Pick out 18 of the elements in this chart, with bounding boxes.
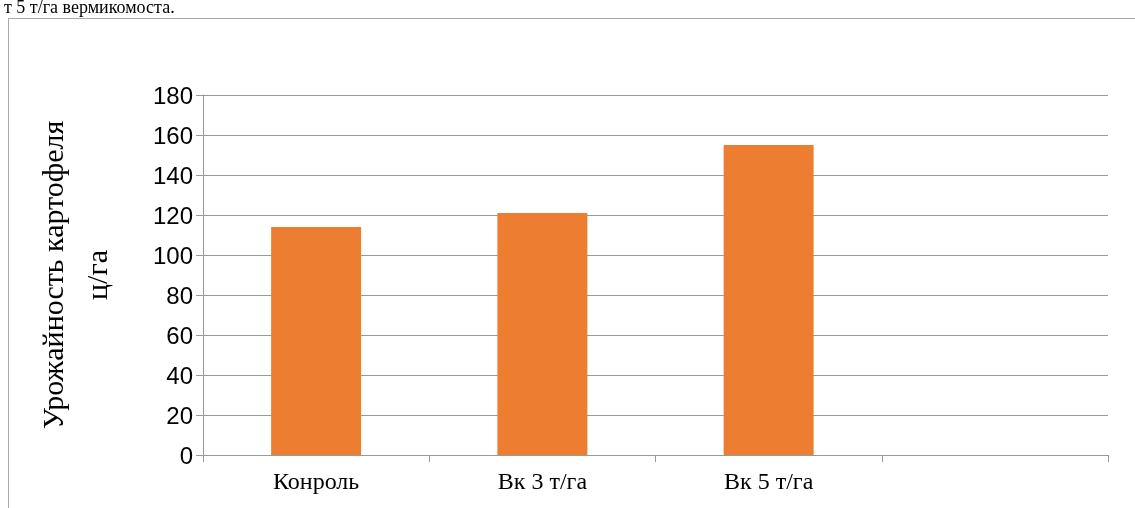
y-tick-label: 100 [152,241,193,269]
y-tick-label: 180 [152,81,193,109]
y-tick-label: 0 [179,441,193,469]
x-tick-label: Вк 3 т/га [497,468,588,494]
y-tick-label: 160 [152,121,193,149]
y-tick-label: 60 [166,321,193,349]
y-tick-label: 140 [152,161,193,189]
y-tick-label: 120 [152,201,193,229]
x-tick-label: Вк 5 т/га [723,468,814,494]
bar [723,145,814,455]
y-tick-label: 20 [166,401,193,429]
text: т 5 т/га вермикомоста. [4,0,175,17]
y-tick-label: 80 [166,281,193,309]
y-tick-label: 40 [166,361,193,389]
bar [271,227,362,455]
bar [497,213,588,455]
y-axis-title: Урожайность картофеля ц/га [35,120,113,430]
x-tick-label: Конроль [272,468,360,494]
